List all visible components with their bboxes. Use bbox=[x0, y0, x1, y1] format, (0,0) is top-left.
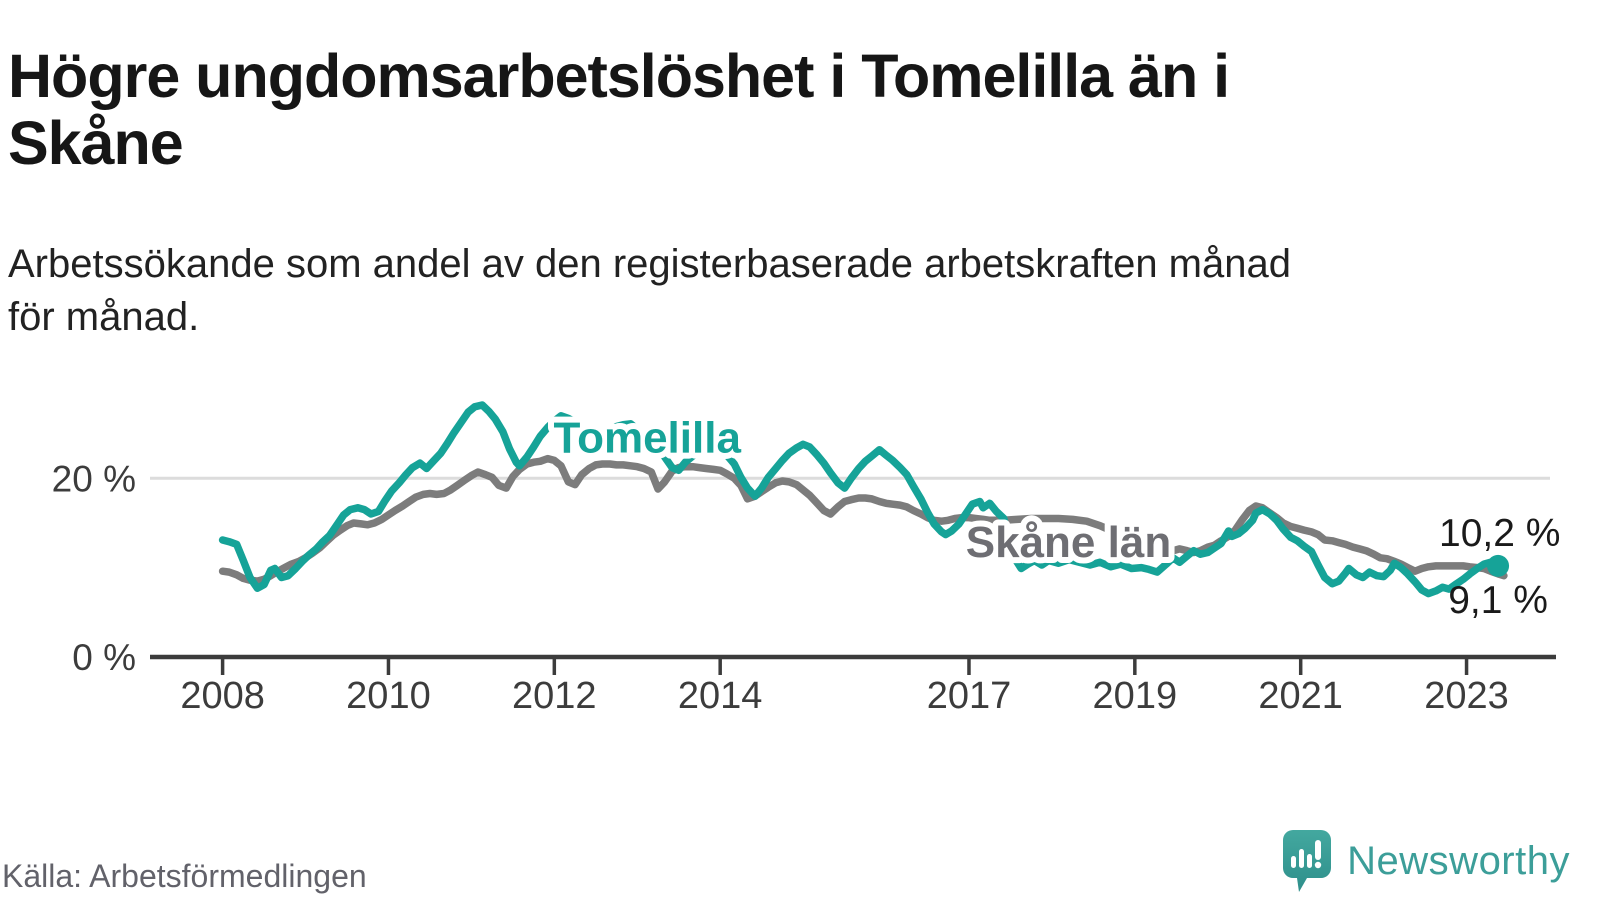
x-axis-label: 2014 bbox=[678, 675, 763, 717]
x-axis-label: 2010 bbox=[346, 675, 431, 717]
chart-subtitle: Arbetssökande som andel av den registerb… bbox=[8, 238, 1568, 344]
title-line-2: Skåne bbox=[8, 108, 184, 177]
x-axis-label: 2023 bbox=[1424, 675, 1509, 717]
series-label: Skåne län bbox=[966, 518, 1171, 567]
series-line-skane-lan bbox=[218, 454, 1508, 585]
source-note: Källa: Arbetsförmedlingen bbox=[2, 858, 367, 894]
series-end-value-label: 9,1 % bbox=[1448, 579, 1548, 622]
newsworthy-branding: Newsworthy bbox=[1281, 828, 1570, 894]
y-axis-label: 20 % bbox=[52, 458, 136, 499]
x-axis-label: 2012 bbox=[512, 675, 597, 717]
y-axis-label: 0 % bbox=[72, 637, 136, 678]
x-axis-label: 2021 bbox=[1258, 675, 1343, 717]
series-end-dot bbox=[1487, 554, 1510, 577]
series-line-tomelilla bbox=[218, 401, 1502, 598]
x-axis-label: 2019 bbox=[1093, 675, 1178, 717]
brand-name: Newsworthy bbox=[1347, 838, 1570, 883]
speech-bubble-bar-chart-icon bbox=[1283, 830, 1332, 892]
x-axis-label: 2008 bbox=[180, 675, 265, 717]
subtitle-line-1: Arbetssökande som andel av den registerb… bbox=[8, 242, 1291, 286]
series-label: Tomelilla bbox=[553, 414, 741, 463]
subtitle-line-2: för månad. bbox=[8, 294, 200, 339]
series-end-value-label: 10,2 % bbox=[1439, 512, 1560, 555]
page-title: Högre ungdomsarbetslöshet i Tomelilla än… bbox=[8, 41, 1588, 177]
title-line-1: Högre ungdomsarbetslöshet i Tomelilla än… bbox=[8, 41, 1230, 110]
x-axis-label: 2017 bbox=[927, 675, 1012, 717]
